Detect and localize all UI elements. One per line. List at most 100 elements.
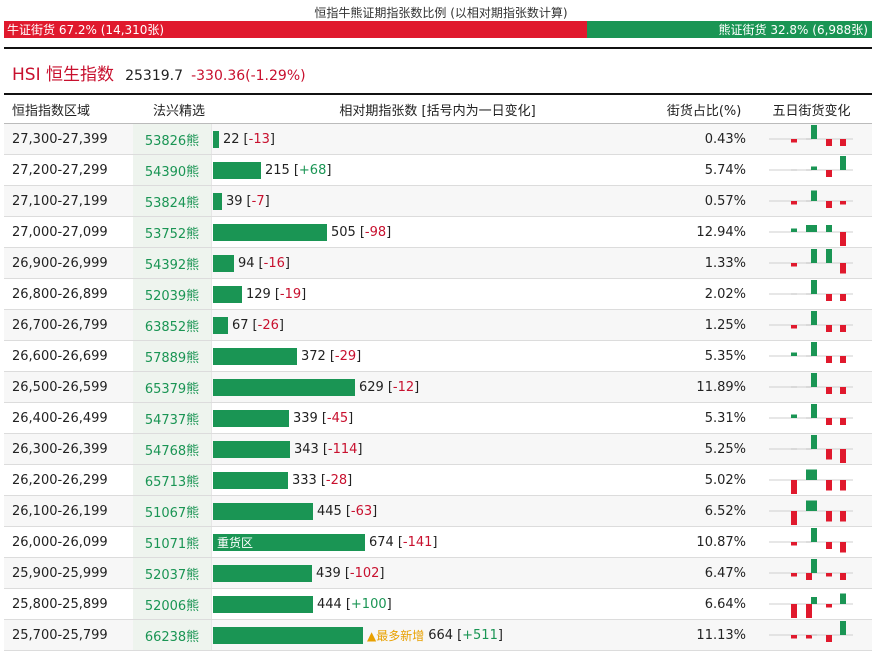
five-day-bar	[826, 573, 832, 577]
contracts-bar	[213, 254, 234, 272]
five-day-bar	[826, 356, 832, 363]
five-day-bar	[806, 324, 812, 326]
five-day-bar	[840, 449, 846, 463]
outstanding-pct: 11.13%	[696, 627, 746, 643]
five-day-bar	[806, 386, 812, 388]
contracts-cell: 22[-13]	[212, 124, 655, 154]
five-day-bar	[811, 500, 817, 511]
contracts-cell: 333[-28]	[212, 465, 655, 495]
warrant-code-link[interactable]: 52039熊	[133, 279, 212, 309]
five-day-bar	[791, 169, 797, 171]
contracts-bar	[213, 347, 297, 365]
warrant-code-link[interactable]: 52006熊	[133, 589, 212, 619]
range-cell: 26,400-26,499	[12, 410, 108, 426]
range-cell: 26,500-26,599	[12, 379, 108, 395]
warrant-code-link[interactable]: 51071熊	[133, 527, 212, 557]
five-day-bar	[791, 414, 797, 418]
warrant-code-link[interactable]: 63852熊	[133, 310, 212, 340]
contracts-cell: 629[-12]	[212, 372, 655, 402]
five-day-bar	[791, 480, 797, 494]
column-header-five-day: 五日街货变化	[772, 103, 851, 119]
contracts-value: 339	[293, 410, 318, 426]
contracts-value: 444	[317, 596, 342, 612]
five-day-bar	[806, 541, 812, 543]
five-day-bar	[826, 542, 832, 549]
five-day-bar	[840, 593, 846, 604]
warrant-code-link[interactable]: 53826熊	[133, 124, 212, 154]
contracts-value: 343	[294, 441, 319, 457]
warrant-code-link[interactable]: 57889熊	[133, 341, 212, 371]
range-cell: 26,000-26,099	[12, 534, 108, 550]
daily-change: -19	[279, 286, 302, 302]
warrant-code-link[interactable]: 52037熊	[133, 558, 212, 588]
five-day-sparkline	[769, 342, 853, 363]
five-day-sparkline	[769, 311, 853, 332]
outstanding-pct: 5.25%	[704, 441, 746, 457]
five-day-bar	[840, 511, 846, 522]
five-day-bar	[791, 573, 797, 577]
contracts-bar	[213, 502, 313, 520]
outstanding-pct: 5.35%	[704, 348, 746, 364]
five-day-bar	[806, 169, 812, 171]
table-row: 26,600-26,699 57889熊 372[-29] 5.35%	[4, 341, 872, 372]
five-day-chart	[750, 155, 872, 185]
five-day-bar	[791, 201, 797, 205]
five-day-bar	[840, 418, 846, 425]
heavy-zone-label: 重货区	[217, 535, 254, 550]
warrant-code-link[interactable]: 51067熊	[133, 496, 212, 526]
daily-change: -13	[248, 131, 270, 147]
table-row: 27,200-27,299 54390熊 215[+68] 5.74%	[4, 155, 872, 186]
contracts-value: 22	[223, 131, 240, 147]
five-day-bar	[840, 232, 846, 246]
daily-change: +100	[350, 596, 387, 612]
five-day-sparkline	[769, 190, 853, 208]
table-body: 27,300-27,399 53826熊 22[-13] 0.43% 27,200-27…	[4, 124, 872, 651]
five-day-bar	[806, 573, 812, 580]
warrant-code-link[interactable]: 66238熊	[133, 620, 212, 650]
range-cell: 27,200-27,299	[12, 162, 108, 178]
daily-change: -102	[349, 565, 380, 581]
five-day-chart	[750, 434, 872, 464]
daily-change: +511	[462, 627, 498, 643]
five-day-bar	[826, 139, 832, 146]
five-day-bar	[811, 528, 817, 542]
divider	[4, 47, 872, 49]
five-day-bar	[826, 449, 832, 460]
warrant-code-link[interactable]: 54768熊	[133, 434, 212, 464]
range-cell: 25,700-25,799	[12, 627, 108, 643]
column-header-pct: 街货占比(%)	[666, 103, 742, 119]
warrant-code-link[interactable]: 53824熊	[133, 186, 212, 216]
contracts-bar	[213, 285, 242, 303]
five-day-bar	[811, 469, 817, 480]
five-day-bar	[806, 469, 812, 480]
contracts-bar	[213, 223, 327, 241]
contracts-value: 439	[316, 565, 341, 581]
contracts-cell: 重货区 674[-141]	[212, 527, 655, 557]
five-day-bar	[791, 325, 797, 329]
five-day-bar	[840, 621, 846, 635]
contracts-bar	[213, 378, 355, 396]
five-day-sparkline	[769, 404, 853, 425]
warrant-code-link[interactable]: 54390熊	[133, 155, 212, 185]
warrant-code-link[interactable]: 54737熊	[133, 403, 212, 433]
five-day-bar	[840, 480, 846, 491]
five-day-sparkline	[769, 593, 853, 618]
five-day-bar	[806, 138, 812, 140]
five-day-chart	[750, 372, 872, 402]
five-day-bar	[791, 386, 797, 388]
warrant-code-link[interactable]: 54392熊	[133, 248, 212, 278]
five-day-chart	[750, 217, 872, 247]
warrant-code-link[interactable]: 65379熊	[133, 372, 212, 402]
five-day-bar	[811, 125, 817, 139]
five-day-chart	[750, 527, 872, 557]
range-cell: 26,900-26,999	[12, 255, 108, 271]
warrant-code-link[interactable]: 65713熊	[133, 465, 212, 495]
contracts-value: 445	[317, 503, 342, 519]
five-day-bar	[791, 511, 797, 525]
bull-bear-ratio-bar: 牛证街货 67.2% (14,310张) 熊证街货 32.8% (6,988张)	[4, 21, 872, 38]
warrant-code-link[interactable]: 53752熊	[133, 217, 212, 247]
five-day-bar	[840, 573, 846, 580]
column-header-contracts: 相对期指张数 [括号内为一日变化]	[339, 103, 536, 119]
five-day-sparkline	[769, 280, 853, 301]
daily-change: -29	[334, 348, 357, 364]
